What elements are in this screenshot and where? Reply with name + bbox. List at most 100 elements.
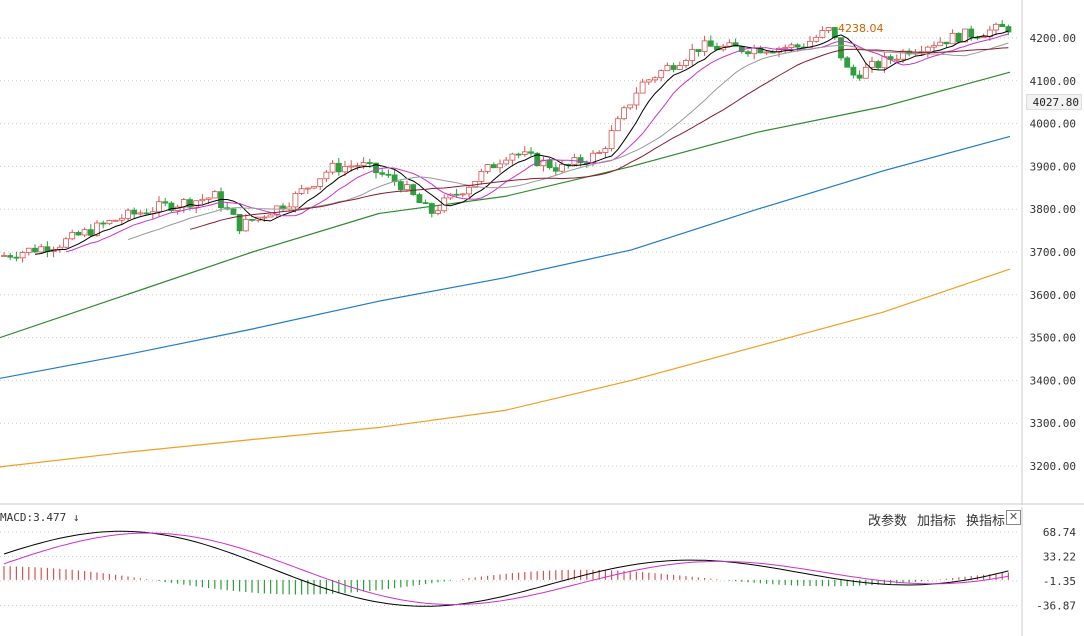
candle	[503, 156, 510, 166]
y-tick-label: 4000.00	[1030, 118, 1076, 131]
ma20-line	[127, 42, 1009, 241]
ma60-line	[0, 71, 1011, 339]
candle	[559, 160, 565, 173]
macd-tick-label: -1.35	[1043, 575, 1076, 588]
close-icon[interactable]: ✕	[1006, 510, 1021, 525]
candle	[63, 237, 69, 249]
candle	[131, 207, 138, 220]
candle	[701, 35, 708, 57]
candle	[484, 163, 491, 174]
candle	[540, 156, 547, 172]
candle	[87, 224, 94, 237]
add-indicator-button[interactable]: 加指标	[917, 514, 957, 529]
candle	[813, 34, 820, 43]
candle	[19, 250, 26, 263]
y-tick-label: 3200.00	[1030, 460, 1076, 473]
candle	[441, 194, 448, 214]
macd-tick-label: -36.87	[1036, 600, 1076, 613]
candle	[193, 200, 200, 214]
candle	[373, 162, 379, 179]
candle	[844, 56, 851, 68]
candle	[335, 157, 342, 176]
candle	[862, 62, 869, 79]
dif-line	[3, 530, 1009, 607]
down-arrow-icon: ↓	[72, 511, 80, 524]
macd-chart: 68.74 33.22 -1.35 -36.87	[0, 507, 1076, 636]
candle	[602, 146, 609, 159]
y-tick-label: 3600.00	[1030, 289, 1076, 302]
candle	[676, 61, 683, 71]
candle	[348, 160, 355, 172]
candle	[143, 208, 150, 215]
candle	[596, 150, 603, 154]
current-price-tag: 4027.80	[1026, 94, 1082, 110]
y-tick-label: 3800.00	[1030, 203, 1076, 216]
ma30-line	[189, 47, 1009, 230]
candle	[242, 214, 249, 232]
candle	[38, 243, 45, 254]
candle	[652, 76, 658, 84]
candle	[466, 184, 472, 197]
candle	[342, 160, 348, 176]
macd-value-label: MACD:3.477 ↓	[0, 511, 79, 524]
candle	[509, 152, 516, 165]
candle	[931, 41, 937, 51]
ma250-line	[0, 268, 1011, 468]
y-tick-label: 3500.00	[1030, 332, 1076, 345]
candle	[69, 229, 76, 241]
candle	[106, 219, 113, 226]
candle	[831, 27, 838, 41]
candle	[621, 105, 627, 121]
candle	[25, 247, 32, 256]
macd-tick-label: 68.74	[1043, 526, 1076, 539]
candle	[726, 39, 733, 48]
candle	[7, 252, 14, 261]
peak-price-label: 4238.04	[838, 22, 884, 35]
candle	[13, 251, 20, 262]
candle	[329, 160, 336, 175]
candle	[459, 192, 466, 198]
candle	[385, 169, 392, 178]
modify-params-button[interactable]: 改参数	[868, 514, 908, 529]
candle	[893, 54, 900, 63]
candle	[478, 168, 485, 185]
candle	[280, 203, 286, 212]
candle	[81, 227, 88, 238]
candle	[745, 50, 751, 57]
candle	[267, 213, 274, 218]
candle	[924, 45, 931, 58]
ma5-line	[34, 30, 1009, 255]
candle	[75, 230, 82, 236]
candle	[298, 184, 305, 196]
candle	[552, 162, 559, 175]
candle	[800, 43, 807, 50]
candle	[707, 35, 714, 47]
candle	[937, 37, 944, 47]
candle	[273, 205, 280, 218]
candle	[993, 22, 999, 36]
y-tick-label: 4200.00	[1030, 32, 1076, 45]
candle	[490, 162, 497, 169]
y-tick-label: 3700.00	[1030, 246, 1076, 259]
y-tick-label: 3300.00	[1030, 417, 1076, 430]
candle	[689, 43, 696, 66]
candle	[645, 78, 652, 85]
candle	[379, 168, 386, 177]
candle	[354, 162, 361, 171]
candle	[162, 197, 169, 207]
candle	[534, 152, 541, 167]
candle	[999, 20, 1006, 28]
candle	[869, 56, 875, 73]
candle	[825, 26, 832, 34]
candle	[32, 244, 38, 253]
switch-indicator-button[interactable]: 换指标	[966, 514, 1006, 529]
candle	[453, 188, 460, 198]
candle	[174, 204, 181, 215]
candle	[236, 214, 243, 235]
macd-tick-label: 33.22	[1043, 551, 1076, 564]
candle	[614, 116, 621, 132]
candle	[404, 180, 410, 191]
candle	[850, 64, 857, 79]
candle	[112, 219, 119, 222]
